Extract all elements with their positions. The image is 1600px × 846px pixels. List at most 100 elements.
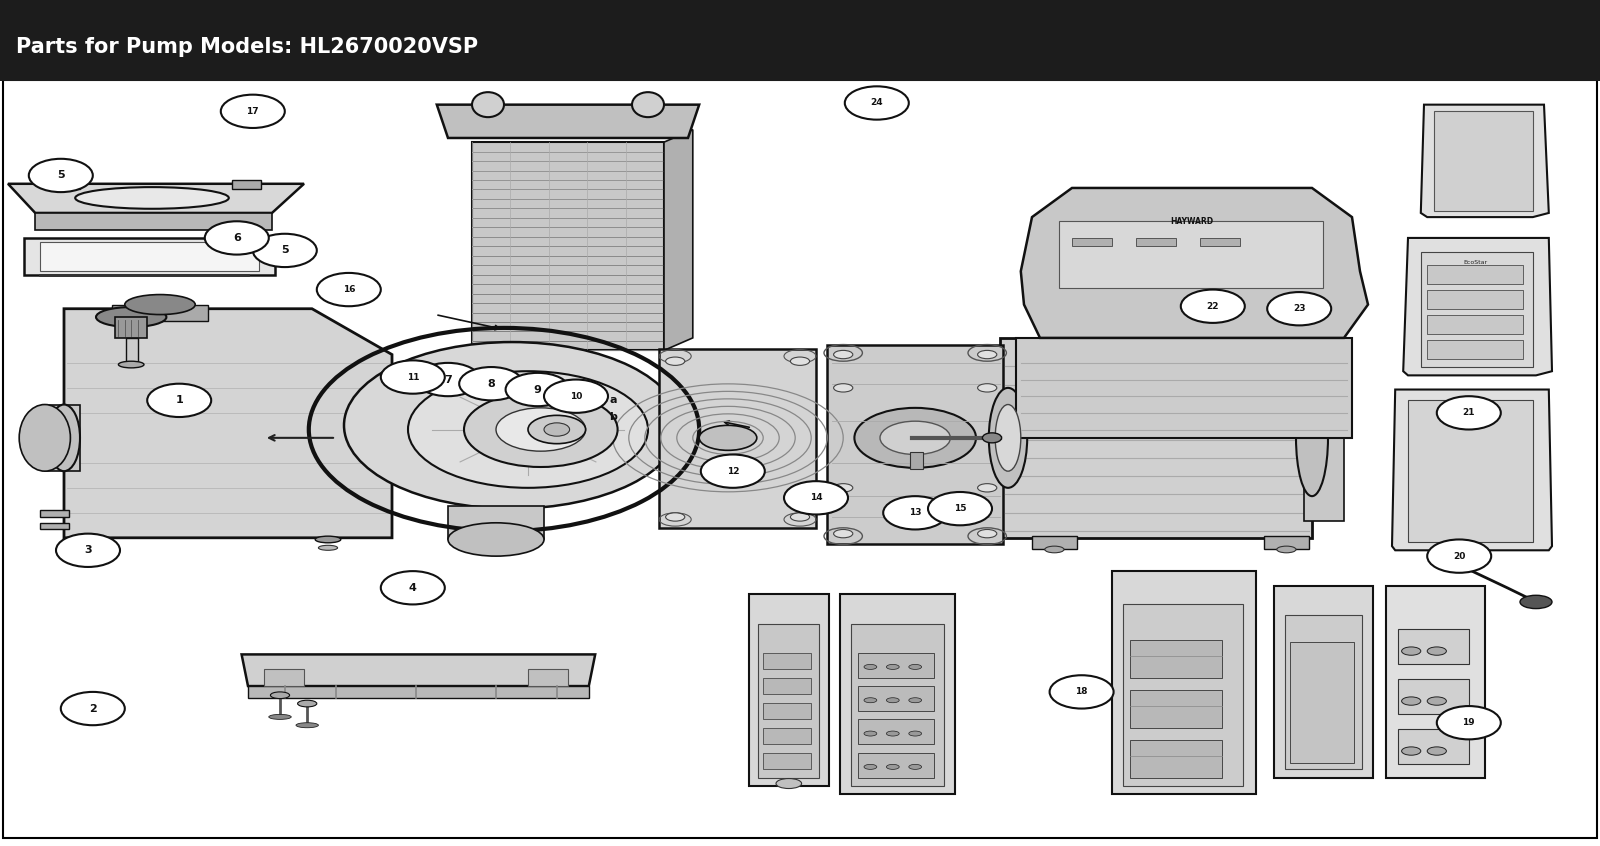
Bar bbox=[528, 669, 568, 686]
Bar bbox=[858, 653, 934, 678]
Bar bbox=[1386, 586, 1485, 777]
Text: b: b bbox=[610, 412, 616, 422]
Ellipse shape bbox=[408, 371, 648, 488]
Ellipse shape bbox=[1427, 747, 1446, 755]
Ellipse shape bbox=[790, 357, 810, 365]
Ellipse shape bbox=[864, 731, 877, 736]
Circle shape bbox=[29, 159, 93, 192]
Bar bbox=[858, 753, 934, 777]
Ellipse shape bbox=[886, 765, 899, 769]
Ellipse shape bbox=[48, 404, 80, 471]
Circle shape bbox=[544, 380, 608, 413]
Ellipse shape bbox=[909, 765, 922, 769]
Bar bbox=[1427, 340, 1523, 359]
Circle shape bbox=[506, 373, 570, 406]
Ellipse shape bbox=[298, 700, 317, 707]
Polygon shape bbox=[437, 105, 699, 138]
Circle shape bbox=[883, 496, 947, 530]
Bar bbox=[763, 678, 811, 695]
Bar bbox=[1130, 640, 1222, 678]
Text: 22: 22 bbox=[1206, 302, 1219, 310]
Ellipse shape bbox=[83, 546, 102, 550]
Ellipse shape bbox=[1045, 547, 1064, 552]
Text: 12: 12 bbox=[726, 467, 739, 475]
Ellipse shape bbox=[909, 664, 922, 669]
Ellipse shape bbox=[1402, 647, 1421, 656]
Text: 11: 11 bbox=[406, 372, 419, 382]
Text: 20: 20 bbox=[1453, 552, 1466, 561]
Bar bbox=[264, 669, 304, 686]
Bar bbox=[112, 305, 208, 321]
Ellipse shape bbox=[632, 92, 664, 117]
Polygon shape bbox=[35, 213, 272, 229]
Bar bbox=[1112, 571, 1256, 794]
Bar bbox=[1427, 316, 1523, 333]
Ellipse shape bbox=[978, 384, 997, 392]
Polygon shape bbox=[1021, 188, 1368, 338]
Ellipse shape bbox=[834, 350, 853, 359]
Bar bbox=[1408, 400, 1533, 542]
Ellipse shape bbox=[315, 536, 341, 543]
Ellipse shape bbox=[1277, 547, 1296, 552]
Bar bbox=[1130, 690, 1222, 728]
Ellipse shape bbox=[864, 698, 877, 703]
Ellipse shape bbox=[886, 731, 899, 736]
Bar bbox=[1264, 536, 1309, 549]
Bar bbox=[910, 452, 923, 469]
Bar bbox=[1285, 615, 1362, 769]
Ellipse shape bbox=[528, 415, 586, 443]
Bar bbox=[1136, 238, 1176, 246]
Text: 21: 21 bbox=[1462, 409, 1475, 417]
Bar bbox=[1427, 290, 1523, 309]
Bar bbox=[115, 317, 147, 338]
Bar bbox=[1032, 536, 1077, 549]
Text: 19: 19 bbox=[1462, 718, 1475, 728]
Bar bbox=[858, 686, 934, 711]
Text: 10: 10 bbox=[570, 392, 582, 401]
Circle shape bbox=[845, 86, 909, 119]
Bar bbox=[1398, 729, 1469, 765]
Circle shape bbox=[1267, 292, 1331, 326]
Text: 24: 24 bbox=[870, 98, 883, 107]
Bar bbox=[763, 703, 811, 719]
Ellipse shape bbox=[995, 404, 1021, 471]
Text: 15: 15 bbox=[954, 504, 966, 514]
Polygon shape bbox=[472, 142, 664, 350]
Ellipse shape bbox=[864, 765, 877, 769]
Bar bbox=[858, 719, 934, 744]
Ellipse shape bbox=[80, 536, 106, 543]
Ellipse shape bbox=[886, 698, 899, 703]
Polygon shape bbox=[40, 242, 259, 272]
Polygon shape bbox=[242, 655, 595, 686]
Circle shape bbox=[459, 367, 523, 400]
Circle shape bbox=[381, 571, 445, 604]
Ellipse shape bbox=[1427, 697, 1446, 706]
Ellipse shape bbox=[75, 187, 229, 209]
Text: 1: 1 bbox=[176, 395, 182, 405]
Polygon shape bbox=[1421, 105, 1549, 217]
Bar bbox=[1290, 642, 1354, 763]
Ellipse shape bbox=[776, 778, 802, 788]
Bar bbox=[840, 595, 955, 794]
Text: 3: 3 bbox=[85, 546, 91, 555]
Circle shape bbox=[1181, 289, 1245, 323]
Ellipse shape bbox=[296, 722, 318, 728]
Bar bbox=[448, 506, 544, 540]
Circle shape bbox=[1437, 706, 1501, 739]
Text: EcoStar: EcoStar bbox=[1462, 261, 1488, 266]
Text: 4: 4 bbox=[410, 583, 416, 593]
Bar bbox=[1000, 338, 1312, 538]
Ellipse shape bbox=[1402, 697, 1421, 706]
Ellipse shape bbox=[978, 350, 997, 359]
Ellipse shape bbox=[544, 423, 570, 437]
Ellipse shape bbox=[19, 404, 70, 471]
Circle shape bbox=[317, 273, 381, 306]
Bar bbox=[1200, 238, 1240, 246]
Text: 17: 17 bbox=[246, 107, 259, 116]
Ellipse shape bbox=[854, 408, 976, 468]
Polygon shape bbox=[64, 309, 392, 538]
Ellipse shape bbox=[118, 361, 144, 368]
Ellipse shape bbox=[864, 664, 877, 669]
Bar bbox=[1304, 354, 1344, 521]
Text: 8: 8 bbox=[488, 379, 494, 388]
